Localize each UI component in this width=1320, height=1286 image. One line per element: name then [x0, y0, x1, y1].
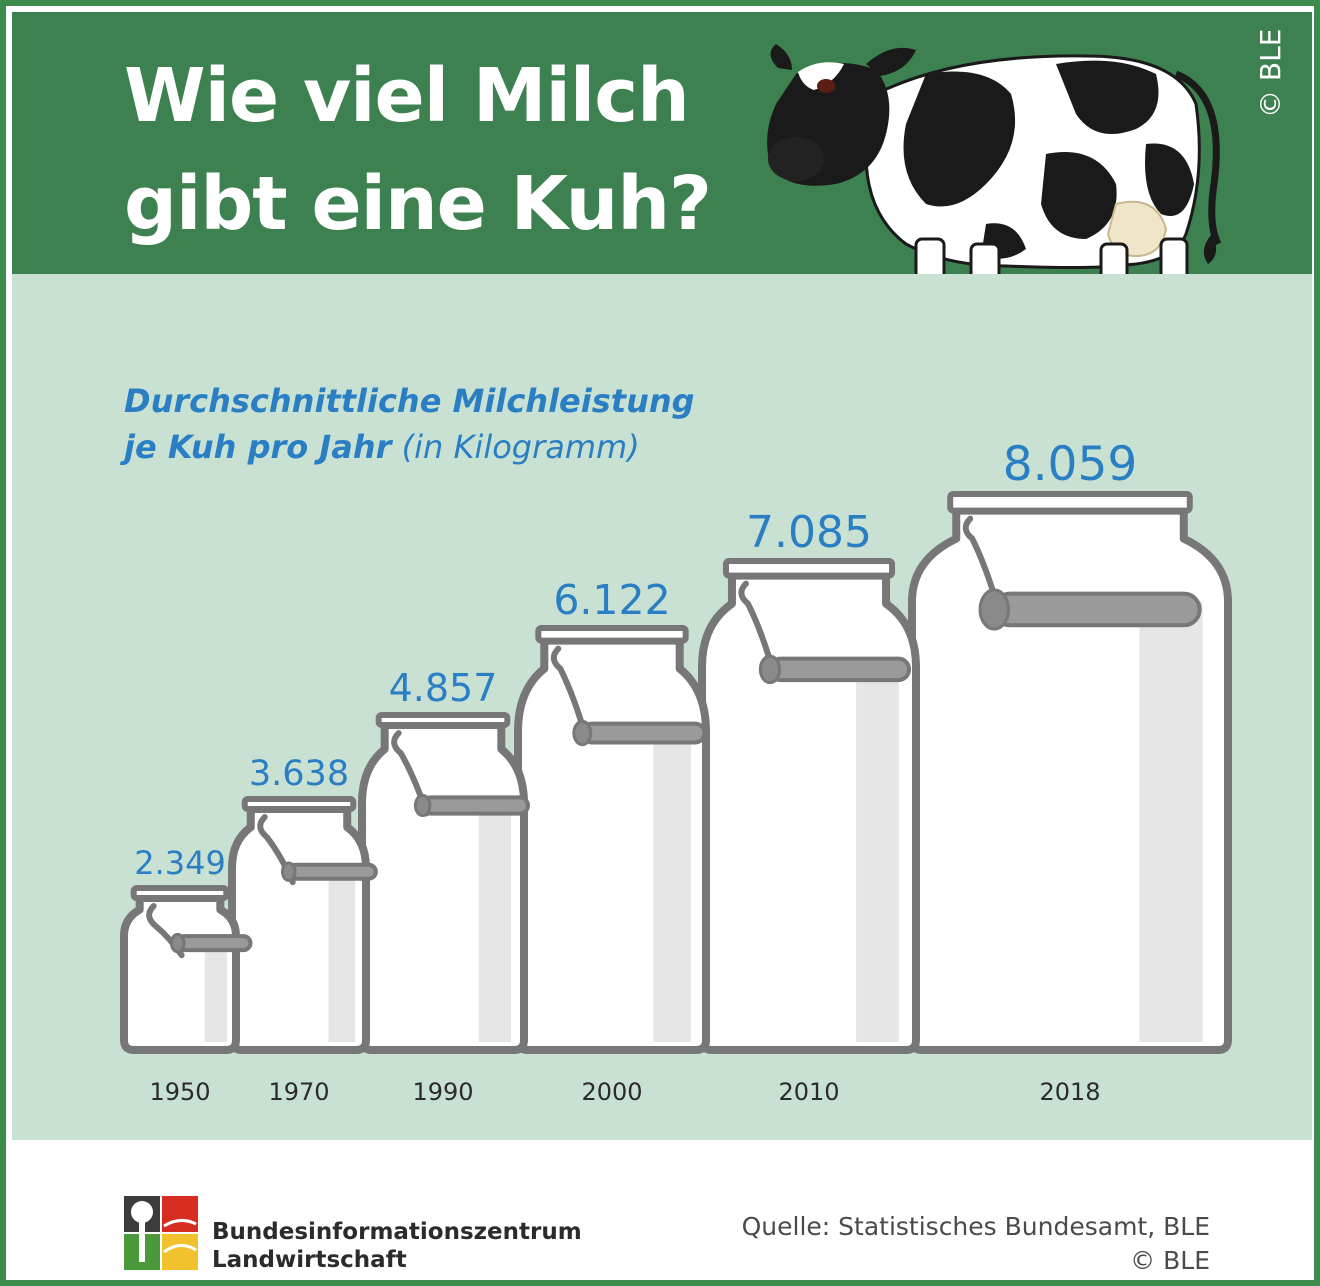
value-label: 8.059 — [1003, 437, 1138, 492]
source-text: Quelle: Statistisches Bundesamt, BLE — [741, 1212, 1210, 1241]
milk-can-bar — [908, 491, 1232, 1054]
ble-logo-icon — [124, 1196, 198, 1270]
value-label: 6.122 — [553, 576, 670, 624]
title-line-2: gibt eine Kuh? — [124, 161, 712, 247]
subtitle-line-2-unit: (in Kilogramm) — [401, 428, 640, 466]
year-tick-label: 1950 — [149, 1078, 210, 1106]
value-label: 2.349 — [134, 844, 226, 882]
milk-can-bar — [358, 712, 530, 1054]
title-line-1: Wie viel Milch — [124, 53, 690, 139]
milk-can-bar — [228, 796, 378, 1054]
cow-illustration — [767, 44, 1222, 365]
org-line-2: Landwirtschaft — [212, 1247, 407, 1273]
value-label: 7.085 — [746, 507, 872, 558]
footer-copyright: © BLE — [1130, 1246, 1210, 1275]
subtitle-line-1: Durchschnittliche Milchleistung — [124, 382, 695, 420]
page-title: Wie viel Milch gibt eine Kuh? — [124, 42, 712, 258]
org-line-1: Bundesinformationszentrum — [212, 1219, 582, 1245]
chart-subtitle: Durchschnittliche Milchleistung je Kuh p… — [124, 378, 695, 470]
subtitle-line-2-bold: je Kuh pro Jahr — [124, 428, 392, 466]
year-tick-label: 1970 — [268, 1078, 329, 1106]
organization-name: Bundesinformationszentrum Landwirtschaft — [212, 1218, 582, 1274]
year-tick-label: 2010 — [778, 1078, 839, 1106]
year-tick-label: 2018 — [1039, 1078, 1100, 1106]
milk-can-chart: 2.349 1950 3.638 1970 4.857 1990 6.122 2000 7.08… — [120, 437, 1232, 1106]
source-note: Quelle: Statistisches Bundesamt, BLE © B… — [742, 1210, 1210, 1278]
year-tick-label: 1990 — [412, 1078, 473, 1106]
value-label: 3.638 — [249, 754, 349, 794]
value-label: 4.857 — [389, 666, 498, 710]
milk-can-bar — [120, 885, 253, 1054]
milk-can-bar — [698, 558, 920, 1054]
milk-can-bar — [514, 625, 710, 1054]
year-tick-label: 2000 — [581, 1078, 642, 1106]
